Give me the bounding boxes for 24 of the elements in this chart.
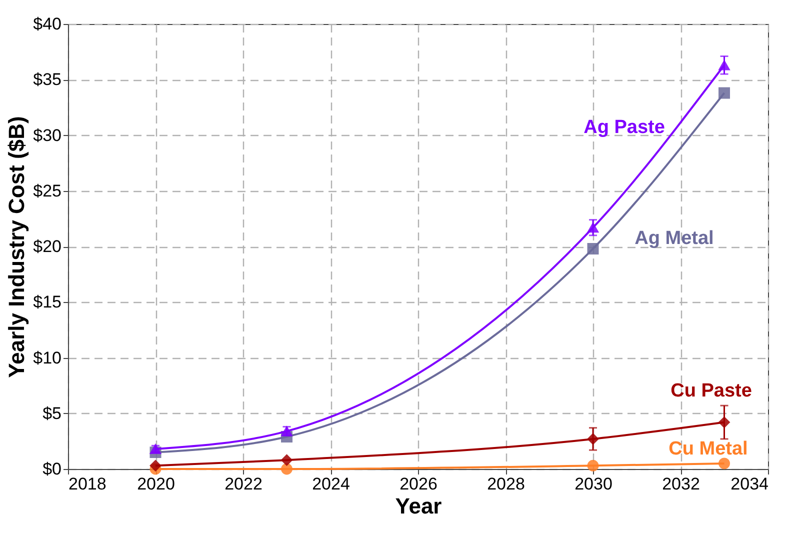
y-tick-label: $25 <box>33 181 62 200</box>
y-tick-label: $35 <box>33 70 62 90</box>
y-axis-title: Yearly Industry Cost ($B) <box>4 116 30 378</box>
x-tick-label: 2026 <box>400 474 438 494</box>
x-tick-label: 2032 <box>662 474 700 494</box>
x-axis-title: Year <box>395 494 442 518</box>
y-tick-label: $5 <box>42 404 62 423</box>
series-label: Ag Metal <box>634 228 714 249</box>
y-tick-label: $20 <box>33 237 62 256</box>
x-tick-label: 2028 <box>487 474 525 494</box>
series-label: Cu Paste <box>670 380 752 402</box>
x-tick-label: 2030 <box>574 474 612 494</box>
x-tick-label: 2022 <box>224 474 262 494</box>
x-tick-label: 2020 <box>137 474 175 494</box>
y-tick-label: $10 <box>33 348 62 368</box>
x-tick-label: 2034 <box>730 474 768 494</box>
x-tick-label: 2024 <box>312 474 350 494</box>
y-tick-label: $30 <box>33 126 62 145</box>
x-tick-label: 2018 <box>68 474 106 494</box>
series-label: Ag Paste <box>584 117 665 138</box>
y-tick-label: $15 <box>33 292 62 312</box>
y-tick-label: $40 <box>33 14 62 34</box>
series-label: Cu Metal <box>668 438 748 460</box>
y-tick-label: $0 <box>42 460 62 478</box>
